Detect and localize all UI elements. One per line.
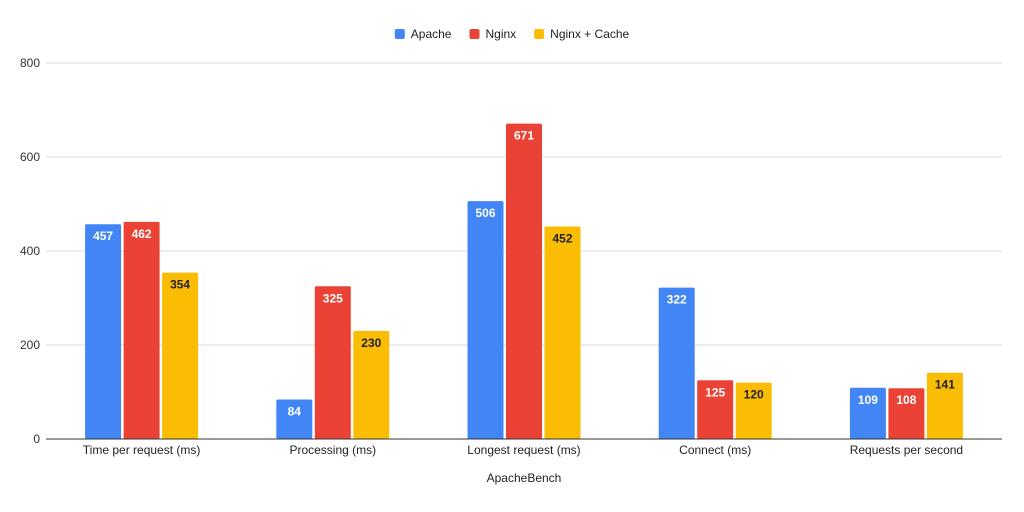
bar-apache: [849, 387, 886, 439]
data-label: 141: [935, 378, 955, 392]
legend-swatch: [534, 29, 545, 39]
data-label: 322: [667, 293, 687, 307]
data-label: 506: [475, 206, 495, 220]
bar-nginx-cache: [926, 372, 963, 439]
data-label: 671: [514, 129, 534, 143]
y-tick-label: 200: [20, 338, 40, 352]
y-tick-label: 0: [33, 432, 40, 446]
data-label: 452: [552, 232, 572, 246]
y-tick-label: 400: [20, 244, 40, 258]
bar-nginx: [888, 388, 925, 439]
data-label: 108: [896, 393, 916, 407]
bar-nginx: [314, 286, 351, 439]
data-label: 230: [361, 336, 381, 350]
legend: Apache Nginx Nginx + Cache: [394, 27, 630, 41]
x-category-label: Requests per second: [850, 443, 963, 457]
x-category-label: Connect (ms): [679, 443, 751, 457]
bar-nginx-cache: [544, 226, 581, 439]
data-label: 84: [288, 405, 302, 419]
data-label: 120: [744, 388, 764, 402]
bars: [85, 123, 963, 439]
x-category-label: Time per request (ms): [83, 443, 201, 457]
x-axis-categories: Time per request (ms) Processing (ms) Long…: [83, 443, 963, 457]
data-label: 109: [858, 393, 878, 407]
bar-apache: [658, 287, 695, 439]
bar-nginx: [506, 123, 542, 439]
data-label: 457: [93, 229, 113, 243]
y-tick-label: 600: [20, 150, 40, 164]
y-tick-label: 800: [20, 56, 40, 70]
bar-apache: [85, 224, 122, 439]
x-category-label: Longest request (ms): [467, 443, 580, 457]
x-axis-title: ApacheBench: [487, 471, 562, 485]
data-label: 325: [323, 291, 343, 305]
bar-apache: [276, 399, 313, 439]
bar-nginx: [123, 221, 160, 439]
legend-label: Nginx: [485, 27, 516, 41]
data-label: 354: [170, 278, 190, 292]
bar-nginx-cache: [162, 272, 199, 439]
data-label: 462: [132, 227, 152, 241]
x-category-label: Processing (ms): [289, 443, 376, 457]
legend-swatch: [394, 29, 405, 39]
legend-label: Nginx + Cache: [550, 27, 629, 41]
bar-nginx-cache: [353, 330, 390, 439]
y-axis-ticks: 0 200 400 600 800: [20, 56, 40, 446]
legend-swatch: [469, 29, 480, 39]
bar-nginx: [697, 380, 734, 439]
data-labels: 457 462 354 84 325 230 506 671 452 322 125 120 109 10…: [93, 129, 955, 419]
legend-label: Apache: [411, 27, 452, 41]
bar-apache: [467, 201, 504, 439]
bar-nginx-cache: [735, 382, 772, 439]
data-label: 125: [705, 385, 725, 399]
